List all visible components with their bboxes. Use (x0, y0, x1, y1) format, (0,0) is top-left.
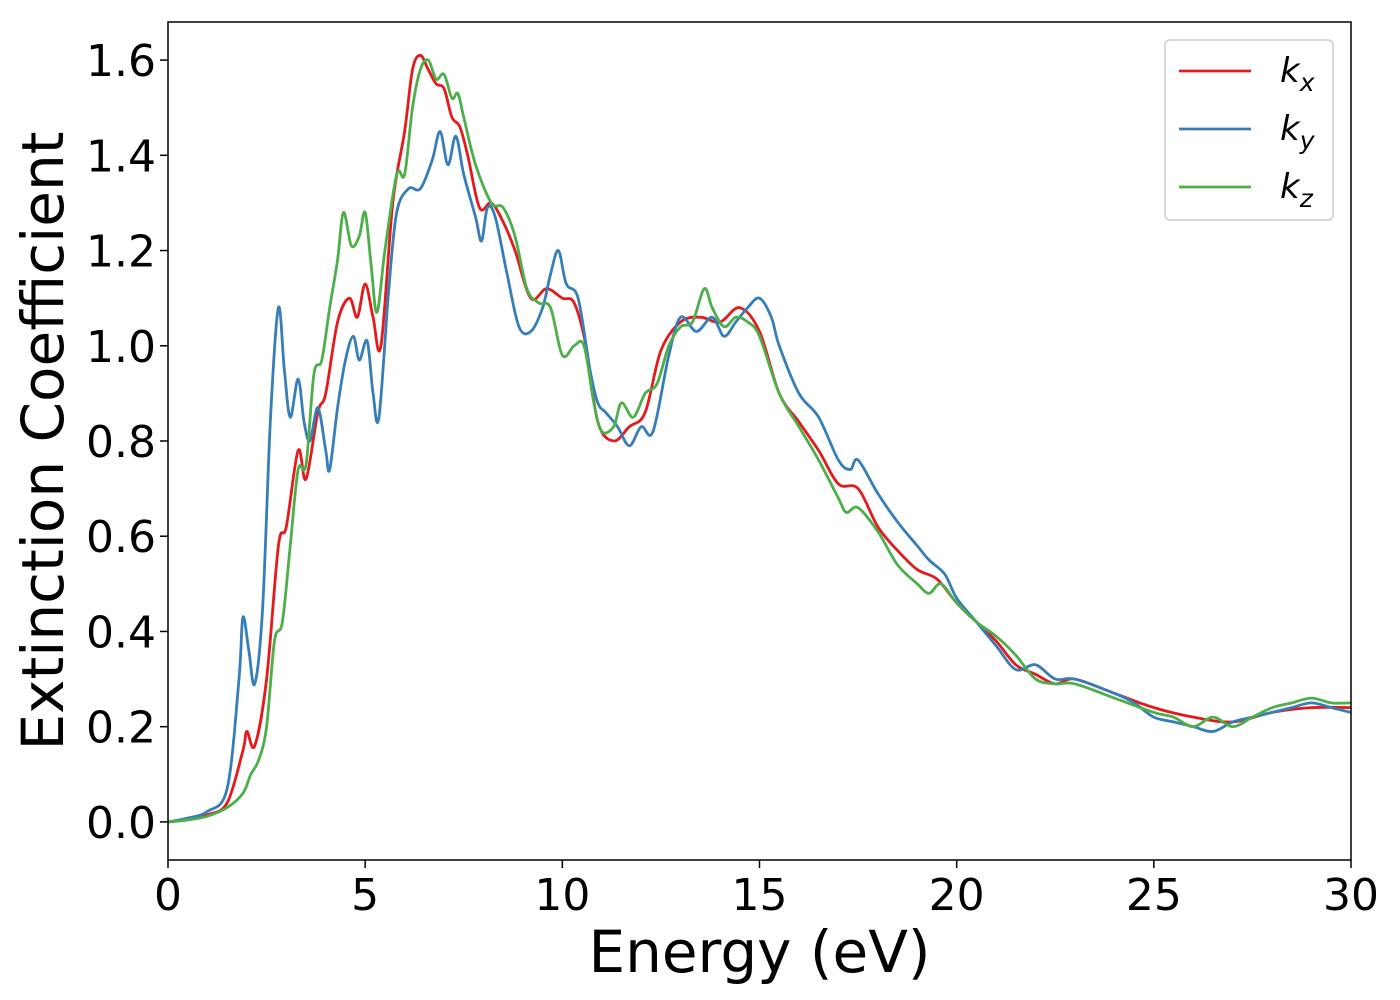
series-line-kz (168, 58, 1351, 824)
legend: kx ky kz (1164, 39, 1334, 221)
series-layer (168, 53, 1351, 824)
y-tick-label: 0.8 (86, 417, 156, 468)
y-axis-ticks: 0.0 0.2 0.4 0.6 0.8 1.0 1.2 1.4 1.6 (86, 36, 168, 849)
x-tick-label: 5 (351, 870, 379, 921)
y-tick-label: 0.6 (86, 512, 156, 563)
y-tick-label: 0.2 (86, 703, 156, 754)
x-tick-label: 25 (1126, 870, 1182, 921)
x-tick-label: 30 (1323, 870, 1379, 921)
x-tick-label: 0 (154, 870, 182, 921)
legend-label-ky: ky (1280, 109, 1316, 155)
y-tick-label: 1.0 (86, 322, 156, 373)
series-line-ky (168, 130, 1351, 824)
y-tick-label: 1.4 (86, 131, 156, 182)
legend-label-kz: kz (1280, 167, 1314, 213)
x-tick-label: 10 (534, 870, 590, 921)
y-tick-label: 1.2 (86, 227, 156, 278)
y-tick-label: 1.6 (86, 36, 156, 87)
x-axis-title: Energy (eV) (588, 918, 930, 986)
legend-label-kx: kx (1280, 51, 1315, 97)
x-tick-label: 20 (929, 870, 985, 921)
y-tick-label: 0.0 (86, 798, 156, 849)
y-axis-title: Extinction Coefficient (9, 132, 77, 751)
y-tick-label: 0.4 (86, 607, 156, 658)
x-tick-label: 15 (732, 870, 788, 921)
x-axis-ticks: 0 5 10 15 20 25 30 (154, 860, 1379, 921)
